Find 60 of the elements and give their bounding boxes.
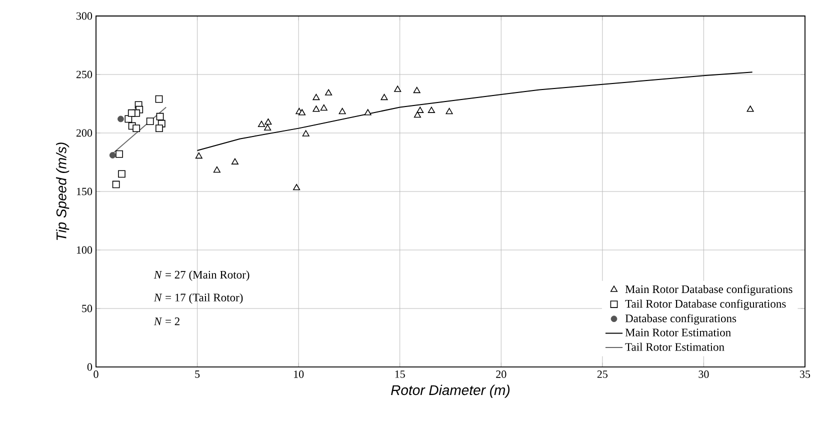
annotation: N = 27 (Main Rotor)	[154, 270, 250, 281]
point	[413, 86, 420, 94]
point	[302, 130, 310, 136]
point	[116, 150, 124, 158]
point	[132, 124, 140, 132]
point	[428, 106, 435, 113]
point	[146, 118, 154, 125]
y-tick-label: 0	[87, 363, 92, 371]
legend-label: Tail Rotor Estimation	[625, 342, 724, 351]
point	[320, 104, 328, 111]
point	[364, 109, 372, 116]
point	[380, 94, 388, 100]
x-tick-label: 10	[294, 370, 304, 378]
point	[118, 170, 126, 178]
x-tick-label: 5	[195, 370, 200, 378]
x-tick-label: 30	[698, 370, 709, 378]
line-series	[196, 72, 753, 152]
x-tick-label: 20	[496, 370, 506, 378]
x-tick-label: 25	[597, 370, 608, 378]
point	[109, 152, 116, 158]
point	[746, 106, 754, 112]
x-tick-label: 15	[395, 370, 405, 378]
x-tick-label: 35	[800, 370, 810, 378]
point	[156, 124, 163, 132]
x-tick-label: 0	[94, 370, 98, 378]
y-tick-label: 50	[82, 304, 92, 312]
y-tick-label: 300	[76, 12, 92, 20]
point	[312, 106, 320, 112]
point	[195, 152, 202, 159]
y-tick-label: 200	[76, 129, 92, 137]
y-axis-title: Tip Speed (m/s)	[56, 142, 70, 240]
point	[312, 94, 320, 100]
legend-label: Tail Rotor Database configurations	[625, 299, 786, 310]
point	[112, 180, 120, 188]
point	[325, 89, 332, 96]
point	[446, 108, 453, 114]
point	[155, 95, 163, 103]
point	[394, 86, 402, 92]
point	[128, 109, 136, 117]
point	[293, 184, 300, 190]
legend-label: Database configurations	[625, 314, 736, 325]
y-tick-label: 150	[76, 188, 92, 196]
y-tick-label: 250	[76, 70, 92, 78]
point	[118, 116, 124, 122]
legend-label: Main Rotor Database configurations	[625, 284, 792, 296]
x-axis-title: Rotor Diameter (m)	[391, 384, 510, 398]
point	[213, 166, 220, 173]
annotation: N = 2	[154, 318, 180, 326]
legend-label: Main Rotor Estimation	[625, 328, 731, 336]
point	[156, 112, 164, 120]
point	[414, 111, 421, 118]
point	[258, 120, 266, 128]
point	[416, 106, 424, 113]
point	[338, 108, 346, 114]
y-tick-label: 100	[76, 246, 92, 254]
point	[264, 118, 272, 125]
point	[231, 158, 238, 164]
annotation: N = 17 (Tail Rotor)	[154, 293, 243, 304]
point	[264, 124, 272, 131]
point	[298, 109, 306, 116]
